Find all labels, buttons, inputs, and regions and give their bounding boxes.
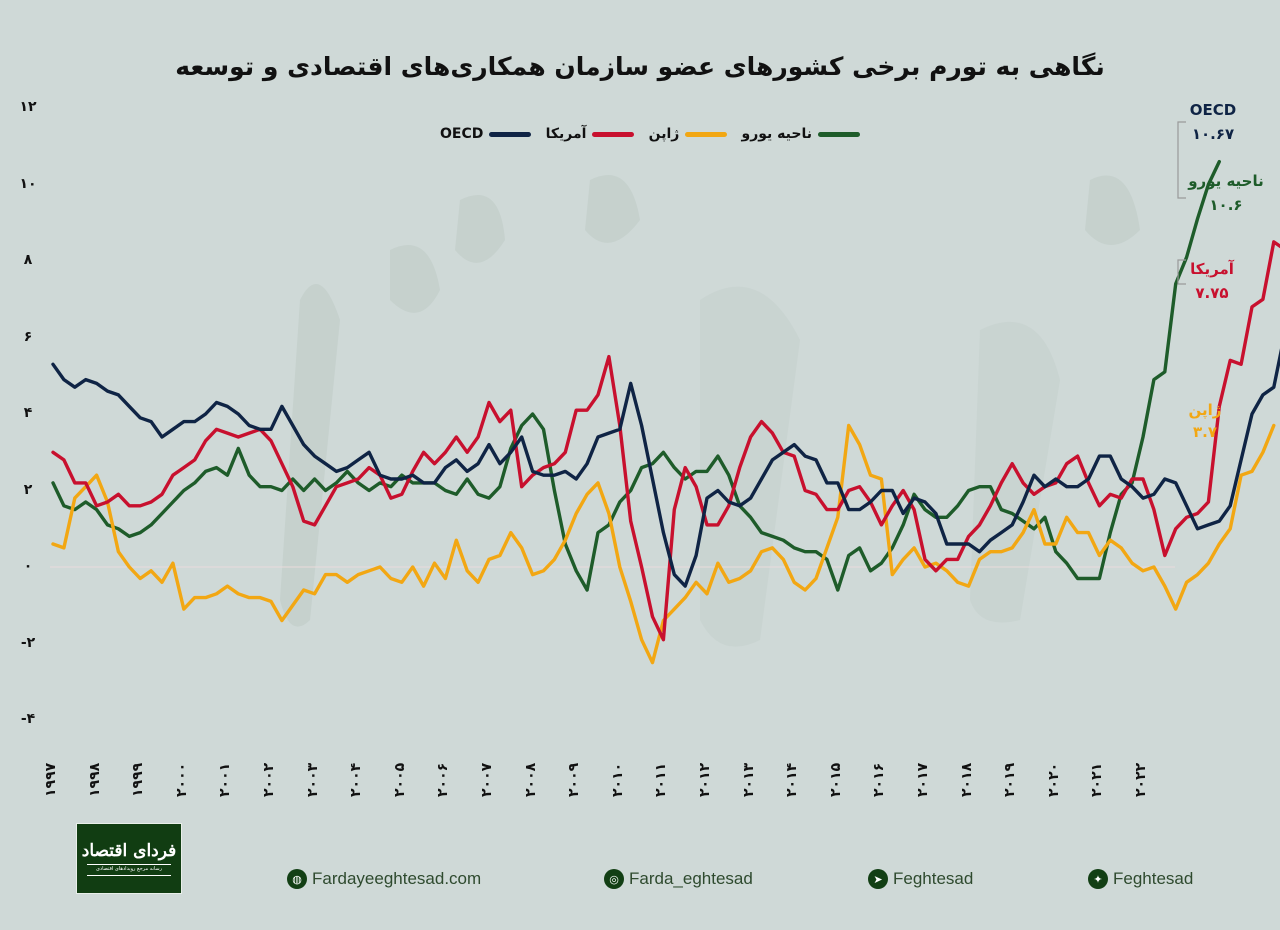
logo-divider: [87, 874, 171, 876]
end-label-japan: ژاپن ۳.۷: [1180, 401, 1230, 441]
end-label-name: OECD: [1189, 101, 1237, 119]
x-tick: ۲۰۱۴: [784, 762, 801, 797]
x-tick: ۲۰۰۰: [173, 762, 190, 797]
series-layer: [51, 159, 1280, 665]
x-tick: ۲۰۰۱: [217, 762, 234, 797]
series-line-0: [51, 348, 1280, 588]
twitter-label: Feghtesad: [1113, 869, 1194, 888]
instagram-link[interactable]: ◎ Farda_eghtesad: [604, 869, 753, 889]
legend-swatch-japan: [685, 131, 728, 137]
instagram-icon: ◎: [604, 869, 624, 889]
legend-label: آمریکا: [545, 126, 587, 142]
end-label-value: ۱۰.۶: [1209, 196, 1243, 214]
instagram-label: Farda_eghtesad: [629, 869, 753, 888]
legend-item-us: آمریکا: [546, 126, 635, 142]
logo-name: فردای اقتصاد: [81, 840, 177, 861]
globe-icon: ◍: [287, 869, 307, 889]
logo-tagline: رسانه مرجع رویدادهای اقتصادی: [96, 865, 162, 872]
legend-item-japan: ژاپن: [649, 126, 728, 142]
watermark: [280, 175, 1140, 647]
x-tick: ۲۰۱۰: [609, 762, 626, 797]
x-tick: ۲۰۰۲: [261, 762, 277, 797]
x-tick: ۲۰۱۷: [915, 762, 931, 797]
x-tick: ۲۰۱۶: [871, 762, 888, 797]
series-line-1: [51, 240, 1280, 642]
end-label-name: ناحیه یورو: [1188, 172, 1264, 190]
x-tick: ۲۰۲۱: [1089, 762, 1106, 797]
x-tick: ۲۰۰۶: [435, 762, 452, 797]
end-label-euro: ناحیه یورو ۱۰.۶: [1186, 172, 1266, 214]
x-tick: ۲۰۱۳: [740, 762, 757, 797]
x-tick: ۲۰۰۴: [348, 762, 365, 797]
series-line-3: [51, 159, 1222, 592]
x-tick: ۲۰۰۸: [522, 762, 539, 797]
legend-label: ژاپن: [648, 126, 680, 142]
y-tick: -۴: [20, 711, 36, 727]
x-tick: ۲۰۲۰: [1045, 762, 1062, 797]
legend-swatch-oecd: [489, 131, 532, 137]
website-link[interactable]: ◍ Fardayeeghtesad.com: [287, 869, 481, 889]
telegram-link[interactable]: ➤ Feghtesad: [868, 869, 973, 889]
chart-title: نگاهی به تورم برخی کشورهای عضو سازمان هم…: [175, 52, 1105, 81]
x-tick: ۲۰۲۲: [1133, 762, 1149, 797]
end-label-name: آمریکا: [1190, 260, 1234, 278]
y-tick: ۱۲: [19, 99, 37, 115]
x-tick: ۲۰۱۱: [653, 762, 670, 797]
chart-legend: OECD آمریکا ژاپن ناحیه یورو: [440, 122, 860, 146]
y-tick: ۴: [23, 405, 33, 421]
x-tick: ۲۰۰۳: [304, 762, 321, 797]
y-tick: ۲: [23, 482, 33, 498]
x-tick: ۲۰۱۸: [958, 762, 975, 797]
logo-divider: [87, 863, 171, 865]
legend-swatch-us: [592, 131, 635, 137]
twitter-link[interactable]: ✦ Feghtesad: [1088, 869, 1193, 889]
end-label-value: ۳.۷: [1192, 423, 1217, 441]
x-tick: ۲۰۱۵: [827, 762, 844, 797]
x-tick: ۲۰۱۹: [1002, 762, 1019, 797]
legend-label: OECD: [440, 126, 484, 142]
x-tick: ۲۰۱۲: [697, 762, 713, 797]
y-tick: ۶: [23, 329, 33, 345]
end-label-oecd: OECD ۱۰.۶۷: [1180, 101, 1246, 143]
end-label-us: آمریکا ۷.۷۵: [1184, 260, 1240, 302]
legend-label: ناحیه یورو: [741, 126, 812, 142]
brand-logo: فردای اقتصاد رسانه مرجع رویدادهای اقتصاد…: [76, 823, 182, 894]
x-tick: ۲۰۰۷: [479, 762, 495, 797]
y-tick: -۲: [20, 635, 36, 651]
end-label-value: ۷.۷۵: [1195, 284, 1229, 302]
x-tick: ۲۰۰۹: [566, 762, 583, 797]
x-tick: ۱۹۹۷: [43, 762, 59, 797]
x-tick: ۲۰۰۵: [391, 762, 408, 797]
telegram-label: Feghtesad: [893, 869, 974, 888]
legend-swatch-euro: [818, 131, 860, 137]
legend-item-oecd: OECD: [440, 126, 532, 142]
y-tick: ۱۰: [19, 176, 37, 192]
x-tick: ۱۹۹۹: [130, 762, 147, 797]
website-label: Fardayeeghtesad.com: [312, 869, 482, 888]
legend-item-euro: ناحیه یورو: [742, 126, 860, 142]
x-tick: ۱۹۹۸: [86, 762, 103, 797]
y-tick: ۸: [23, 252, 33, 268]
telegram-icon: ➤: [868, 869, 888, 889]
end-label-name: ژاپن: [1188, 401, 1222, 419]
y-tick: ۰: [23, 558, 33, 574]
twitter-icon: ✦: [1088, 869, 1108, 889]
end-brackets: [1177, 121, 1186, 285]
end-label-value: ۱۰.۶۷: [1191, 125, 1235, 143]
